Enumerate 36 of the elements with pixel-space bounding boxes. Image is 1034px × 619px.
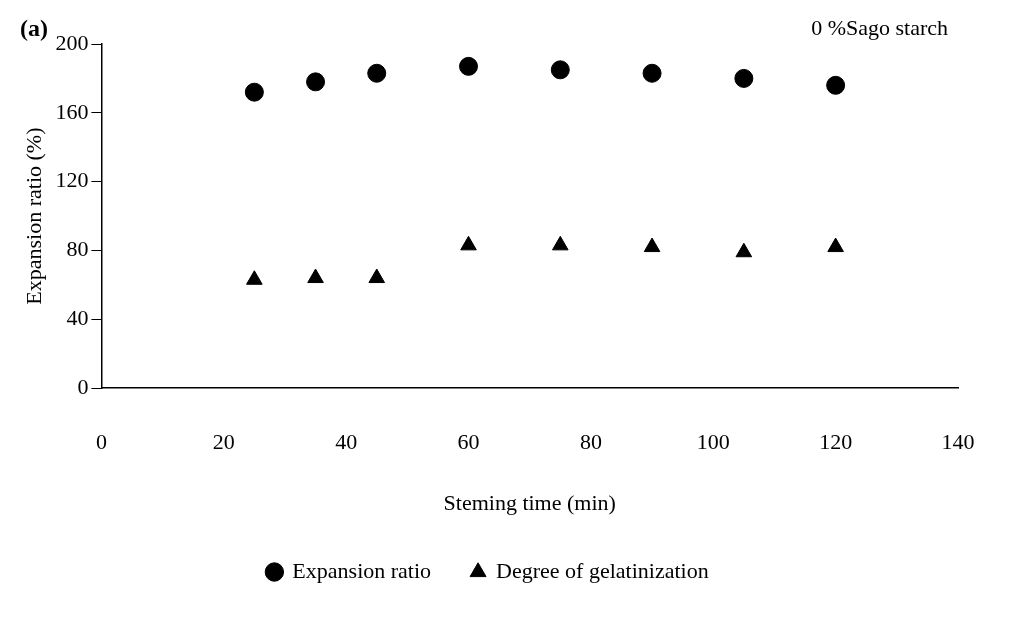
point [367,63,387,83]
point [368,268,386,284]
x-tick-label: 120 [819,429,853,455]
x-tick-label: 140 [941,429,975,455]
y-tick-label: 80 [66,236,89,262]
y-tick-label: 120 [55,167,89,193]
legend-label: Expansion ratio [292,557,432,583]
x-tick-label: 60 [457,429,480,455]
point [552,235,569,251]
point [460,235,477,251]
point [244,82,264,102]
y-tick-label: 200 [55,29,89,55]
x-axis-title: Steming time (min) [443,489,616,515]
x-tick-label: 40 [335,429,358,455]
point [643,237,661,253]
point [827,237,844,253]
point [550,60,570,80]
x-tick-label: 20 [212,429,235,455]
point [459,56,479,76]
point [735,242,753,258]
y-axis-title: Expansion ratio (%) [20,127,46,305]
point [642,63,662,83]
x-tick-label: 0 [95,429,107,455]
point [734,68,754,88]
legend-label: Degree of gelatinization [496,557,709,583]
text: 0 %Sago starch [811,14,948,40]
point [306,72,326,92]
y-tick-label: 0 [77,373,89,399]
x-tick-label: 80 [579,429,602,455]
point [307,268,324,284]
x-tick-label: 100 [696,429,730,455]
chart-title: (a) [20,15,48,42]
point [826,75,846,95]
y-tick-label: 160 [55,98,89,124]
point [246,270,263,285]
y-tick-label: 40 [66,305,89,331]
